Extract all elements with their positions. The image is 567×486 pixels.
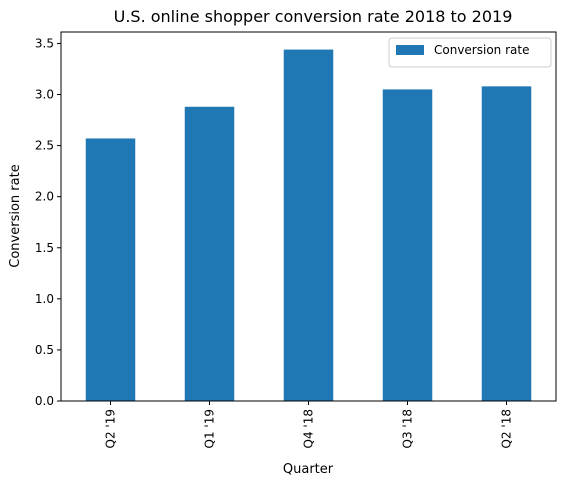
bar: [283, 49, 334, 401]
legend: Conversion rate: [388, 37, 552, 68]
bar: [85, 138, 136, 401]
x-axis-label: Quarter: [283, 462, 334, 477]
y-axis-label: Conversion rate: [8, 164, 23, 267]
y-tick-label: 1.5: [35, 241, 54, 255]
chart-title: U.S. online shopper conversion rate 2018…: [114, 7, 513, 26]
y-tick-label: 2.5: [35, 139, 54, 153]
x-tick-label: Q2 '19: [104, 409, 118, 448]
y-tick-label: 3.0: [35, 88, 54, 102]
bar: [382, 89, 433, 401]
x-tick-label: Q3 '18: [401, 409, 415, 448]
legend-box: [388, 37, 552, 68]
bars-group: [85, 49, 532, 401]
x-tick-label: Q4 '18: [302, 409, 316, 448]
y-tick-label: 2.0: [35, 190, 54, 204]
bar: [184, 106, 235, 401]
y-tick-label: 0.5: [35, 343, 54, 357]
legend-swatch: [396, 45, 424, 55]
y-axis-ticks: 0.0 0.5 1.0 1.5 2.0 2.5 3.0 3.5: [35, 36, 61, 408]
x-axis-ticks: Q2 '19 Q1 '19 Q4 '18 Q3 '18 Q2 '18: [104, 401, 514, 448]
legend-label: Conversion rate: [434, 43, 529, 57]
bar: [481, 86, 532, 401]
x-tick-label: Q2 '18: [500, 409, 514, 448]
x-tick-label: Q1 '19: [203, 409, 217, 448]
y-tick-label: 1.0: [35, 292, 54, 306]
y-tick-label: 0.0: [35, 394, 54, 408]
y-tick-label: 3.5: [35, 36, 54, 50]
